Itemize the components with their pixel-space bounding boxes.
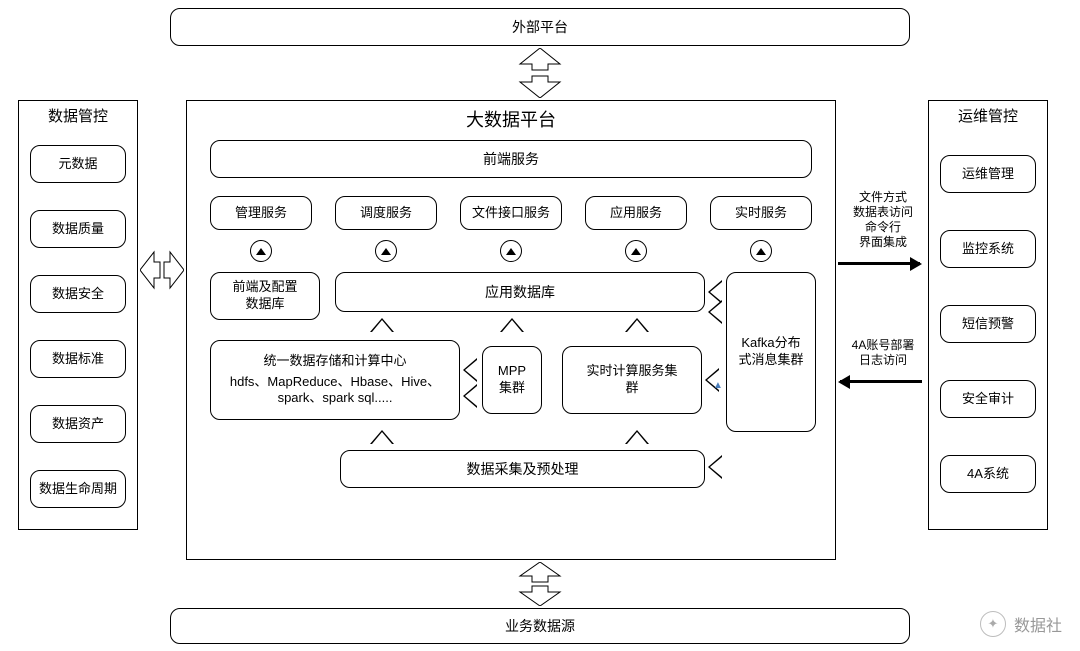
watermark-text: 数据社 xyxy=(1014,612,1062,636)
left-item-4: 数据资产 xyxy=(30,405,126,443)
mpp-box: MPP 集群 xyxy=(482,346,542,414)
right-item-2: 短信预警 xyxy=(940,305,1036,343)
solid-arrow-left-1 xyxy=(840,380,922,383)
up-icon-0 xyxy=(250,240,272,262)
biz-datasource-box: 业务数据源 xyxy=(170,608,910,644)
tri-collect-2 xyxy=(625,430,649,444)
wechat-icon: ✦ xyxy=(980,611,1006,637)
right-item-0: 运维管理 xyxy=(940,155,1036,193)
left-item-5: 数据生命周期 xyxy=(30,470,126,508)
tri-appdb-kafka-2 xyxy=(708,300,722,324)
tri-appdb-3 xyxy=(625,318,649,332)
right-item-3: 安全审计 xyxy=(940,380,1036,418)
svc-4: 实时服务 xyxy=(710,196,812,230)
up-icon-1 xyxy=(375,240,397,262)
svc-2: 文件接口服务 xyxy=(460,196,562,230)
right-item-1: 监控系统 xyxy=(940,230,1036,268)
right-item-4: 4A系统 xyxy=(940,455,1036,493)
left-item-3: 数据标准 xyxy=(30,340,126,378)
app-db-box: 应用数据库 xyxy=(335,272,705,312)
small-marker-icon: ▲ xyxy=(713,380,723,391)
svc-1: 调度服务 xyxy=(335,196,437,230)
left-item-1: 数据质量 xyxy=(30,210,126,248)
external-platform-label: 外部平台 xyxy=(512,18,568,36)
svc-3: 应用服务 xyxy=(585,196,687,230)
bigdata-platform-title: 大数据平台 xyxy=(186,106,836,132)
left-item-2: 数据安全 xyxy=(30,275,126,313)
solid-arrow-right-1 xyxy=(838,262,920,265)
arrow-label-top-right: 文件方式 数据表访问 命令行 界面集成 xyxy=(838,190,928,250)
unified-storage-box: 统一数据存储和计算中心 hdfs、MapReduce、Hbase、Hive、sp… xyxy=(210,340,460,420)
arrow-label-bottom-right: 4A账号部署 日志访问 xyxy=(838,338,928,368)
tri-appdb-2 xyxy=(500,318,524,332)
frontend-config-db-box: 前端及配置 数据库 xyxy=(210,272,320,320)
tri-unified-mpp-1 xyxy=(463,358,477,382)
data-collect-box: 数据采集及预处理 xyxy=(340,450,705,488)
tri-unified-mpp-2 xyxy=(463,384,477,408)
left-item-0: 元数据 xyxy=(30,145,126,183)
left-sidebar-title: 数据管控 xyxy=(19,107,137,127)
right-sidebar-title: 运维管控 xyxy=(929,107,1047,127)
frontend-service-box: 前端服务 xyxy=(210,140,812,178)
external-platform-box: 外部平台 xyxy=(170,8,910,46)
svc-0: 管理服务 xyxy=(210,196,312,230)
realtime-cluster-box: 实时计算服务集 群 xyxy=(562,346,702,414)
kafka-box: Kafka分布 式消息集群 xyxy=(726,272,816,432)
watermark: ✦ 数据社 xyxy=(980,611,1062,637)
tri-collect-1 xyxy=(370,430,394,444)
up-icon-4 xyxy=(750,240,772,262)
up-icon-2 xyxy=(500,240,522,262)
up-icon-3 xyxy=(625,240,647,262)
tri-collect-kafka xyxy=(708,455,722,479)
tri-appdb-1 xyxy=(370,318,394,332)
